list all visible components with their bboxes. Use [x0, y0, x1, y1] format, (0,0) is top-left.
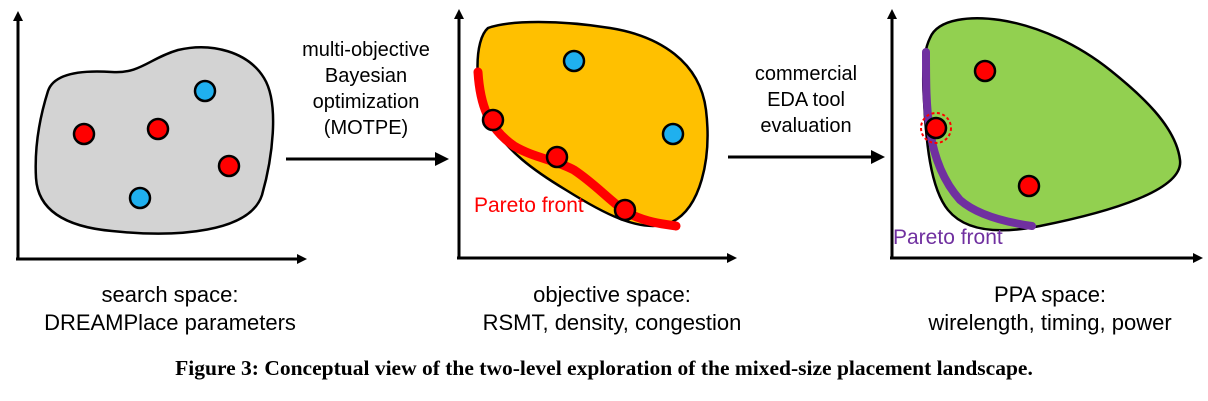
objective-label-line2: RSMT, density, congestion	[483, 310, 742, 335]
search-point-red	[146, 117, 170, 141]
ppa-point-red	[1017, 174, 1041, 198]
arrow1-text-line3: optimization	[313, 91, 420, 113]
objective-point-red	[481, 108, 505, 132]
search-label-line2: DREAMPlace parameters	[44, 310, 296, 335]
search-space-region	[34, 46, 275, 235]
search-point-blue	[128, 186, 152, 210]
ppa-pareto-label: Pareto front	[893, 226, 1003, 249]
arrow2-text-line3: evaluation	[760, 115, 851, 137]
objective-point-red	[545, 145, 569, 169]
arrow1-text-line1: multi-objective	[302, 39, 430, 61]
search-point-blue	[193, 79, 217, 103]
search-point-red	[217, 154, 241, 178]
ppa-highlight-ring	[920, 112, 952, 144]
objective-point-red	[613, 198, 637, 222]
ppa-pareto-front	[922, 48, 1036, 230]
arrow1-text-line4: (MOTPE)	[324, 117, 408, 139]
ppa-label-line2: wirelength, timing, power	[927, 310, 1171, 335]
objective-pareto-label: Pareto front	[474, 194, 584, 217]
objective-label-line1: objective space:	[533, 282, 691, 307]
ppa-point-red-highlighted	[924, 116, 948, 140]
ppa-point-red	[973, 59, 997, 83]
ppa-label-line1: PPA space:	[994, 282, 1106, 307]
arrow1-text-line2: Bayesian	[325, 65, 407, 87]
arrow2-text-line2: EDA tool	[767, 89, 845, 111]
search-space-panel: search space: DREAMPlace parameters	[13, 11, 307, 335]
search-point-red	[72, 122, 96, 146]
bayesian-optimization-arrow: multi-objective Bayesian optimization (M…	[286, 39, 449, 166]
arrow2-text-line1: commercial	[755, 63, 857, 85]
eda-evaluation-arrow: commercial EDA tool evaluation	[728, 63, 885, 164]
search-label-line1: search space:	[102, 282, 239, 307]
ppa-space-panel: Pareto front PPA space: wirelength, timi…	[887, 9, 1203, 335]
objective-space-panel: Pareto front objective space: RSMT, dens…	[454, 9, 742, 335]
objective-point-blue	[562, 49, 586, 73]
objective-point-blue	[661, 122, 685, 146]
figure-caption: Figure 3: Conceptual view of the two-lev…	[175, 356, 1033, 380]
